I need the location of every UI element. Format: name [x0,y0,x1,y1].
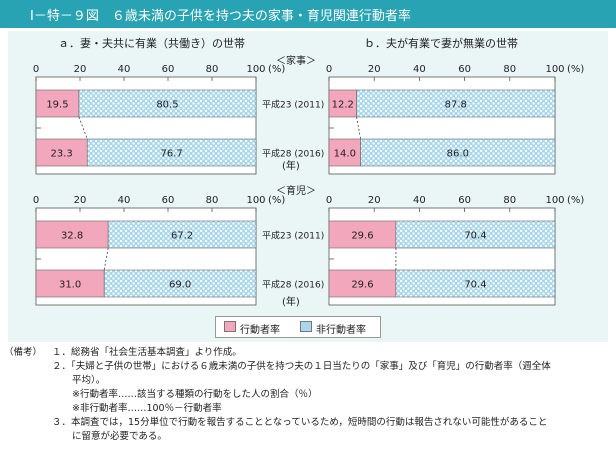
tick-label-a-housework-100: 100 [246,64,265,75]
tick-label-b-housework-80: 80 [503,64,516,75]
data-label-a-housework-inactive-0: 80.5 [156,100,178,111]
section-housework: ＜家事＞ [276,56,316,67]
data-label-a-childcare-active-1: 31.0 [59,280,81,291]
bar-b-housework-inactive-1 [360,138,556,167]
tick-label-a-housework-80: 80 [206,64,219,75]
data-label-a-childcare-active-0: 32.8 [61,231,83,242]
tick-label-a-housework-60: 60 [162,64,175,75]
legend-label-active: 行動者率 [240,325,280,336]
data-label-b-childcare-active-1: 29.6 [351,280,373,291]
tick-label-a-housework-40: 40 [118,64,131,75]
category-label-childcare-1: 平成28 (2016) [262,279,324,291]
year-unit-housework: (年) [282,161,300,172]
bar-a-housework-inactive-0 [78,89,257,118]
category-label-housework-0: 平成23 (2011) [262,99,324,111]
chart-title: Ⅰ－特－９図 ６歳未満の子供を持つ夫の家事・育児関連行動者率 [30,9,411,24]
tick-label-b-childcare-60: 60 [458,195,471,206]
data-label-b-childcare-inactive-1: 70.4 [464,280,486,291]
note-3: ３．本調査では，15分単位で行動を報告することとなっているため，短時間の行動は報… [52,417,548,428]
axis-unit-a-housework: (%) [268,64,285,75]
bar-a-housework-inactive-1 [86,138,257,167]
bar-b-childcare-inactive-0 [395,220,556,249]
bar-b-childcare-active-0 [328,220,397,249]
axis-unit-b-childcare: (%) [567,195,584,206]
bar-b-housework-inactive-0 [356,89,556,118]
data-label-a-housework-active-0: 19.5 [46,100,68,111]
tick-label-b-housework-0: 0 [326,64,332,75]
legend-swatch-inactive [300,321,312,332]
tick-label-b-housework-100: 100 [545,64,564,75]
tick-label-b-housework-20: 20 [368,64,381,75]
notes-label: （備考） [4,347,43,358]
category-label-childcare-0: 平成23 (2011) [262,230,324,242]
tick-label-b-housework-60: 60 [458,64,471,75]
data-label-a-childcare-inactive-0: 67.2 [171,231,193,242]
tick-label-a-childcare-60: 60 [162,195,175,206]
data-label-b-housework-inactive-0: 87.8 [445,100,467,111]
bar-b-housework-active-0 [328,89,357,118]
bar-b-childcare-active-1 [328,269,397,298]
data-label-b-childcare-active-0: 29.6 [351,231,373,242]
tick-label-b-childcare-20: 20 [368,195,381,206]
axis-unit-b-housework: (%) [567,64,584,75]
tick-label-a-childcare-100: 100 [246,195,265,206]
panel-b-title: ｂ．夫が有業で妻が無業の世帯 [364,37,518,50]
notes: （備考） １．総務省「社会生活基本調査」より作成。 ２．「夫婦と子供の世帯」にお… [0,346,616,459]
note-2-active-def: ※行動者率……該当する種類の行動をした人の割合（％） [72,389,318,400]
data-label-a-housework-active-1: 23.3 [50,149,72,160]
tick-label-a-childcare-40: 40 [118,195,131,206]
panel-a-title: ａ．妻・夫共に有業（共働き）の世帯 [58,37,245,50]
bar-a-childcare-inactive-0 [107,220,257,249]
data-label-a-housework-inactive-1: 76.7 [160,149,182,160]
note-1: １．総務省「社会生活基本調査」より作成。 [52,347,242,358]
legend-label-inactive: 非行動者率 [316,325,366,336]
tick-label-a-childcare-0: 0 [33,195,39,206]
note-2-inactive-def: ※非行動者率……100％－行動者率 [72,403,222,414]
category-label-housework-1: 平成28 (2016) [262,148,324,160]
note-3-cont: に留意が必要である。 [72,431,167,442]
tick-label-b-childcare-80: 80 [503,195,516,206]
tick-label-b-childcare-40: 40 [413,195,426,206]
note-2-cont: 平均）。 [72,375,106,386]
bar-a-housework-active-0 [35,89,80,118]
legend-swatch-active [224,321,236,332]
data-label-b-childcare-inactive-0: 70.4 [464,231,486,242]
year-unit-childcare: (年) [282,297,300,308]
tick-label-a-childcare-80: 80 [206,195,219,206]
tick-label-b-childcare-0: 0 [326,195,332,206]
tick-label-a-childcare-20: 20 [74,195,87,206]
legend: 行動者率 非行動者率 [215,316,381,338]
data-label-b-housework-active-1: 14.0 [334,149,356,160]
tick-label-b-childcare-100: 100 [545,195,564,206]
bar-a-childcare-inactive-1 [103,269,257,298]
data-label-b-housework-inactive-1: 86.0 [447,149,469,160]
title-bar: Ⅰ－特－９図 ６歳未満の子供を持つ夫の家事・育児関連行動者率 [0,0,616,28]
tick-label-b-housework-40: 40 [413,64,426,75]
tick-label-a-housework-20: 20 [74,64,87,75]
data-label-b-housework-active-0: 12.2 [332,100,354,111]
data-label-a-childcare-inactive-1: 69.0 [169,280,191,291]
axis-unit-a-childcare: (%) [268,195,285,206]
section-childcare: ＜育児＞ [276,186,316,197]
note-2: ２．「夫婦と子供の世帯」における６歳未満の子供を持つ夫の１日当たりの「家事」及び… [52,361,551,372]
bar-b-childcare-inactive-1 [395,269,556,298]
tick-label-a-housework-0: 0 [33,64,39,75]
